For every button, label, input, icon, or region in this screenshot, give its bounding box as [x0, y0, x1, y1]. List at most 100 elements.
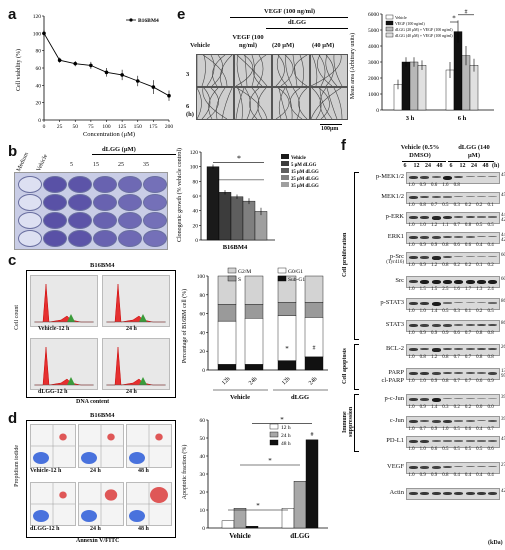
chart-a-xtick-label: 100: [102, 124, 111, 130]
wb-band-value: 0.6: [430, 183, 438, 188]
chart-b-legend-swatch: [281, 175, 289, 180]
hist-peak: [107, 283, 165, 323]
wb-band: [431, 420, 441, 423]
wb-time-label: 24: [471, 163, 477, 169]
wb-band: [454, 256, 464, 257]
wb-band: [431, 216, 441, 220]
wb-band: [465, 302, 475, 303]
chart-e-legend-swatch: [385, 20, 394, 26]
tube-network: [236, 55, 243, 86]
wb-blot-strip: [406, 488, 500, 500]
wb-band-value: 1.0: [408, 287, 415, 292]
chart-d-bar: [233, 507, 247, 529]
chart-d-xtick-label: Vehicle: [229, 532, 251, 540]
chart-e-bar: [469, 65, 479, 111]
wb-band: [409, 216, 418, 219]
wb-band-value: 2.4: [487, 287, 494, 292]
wb-band: [420, 196, 430, 199]
tube-network: [285, 88, 293, 119]
wb-band: [488, 302, 498, 304]
chart-c-group-label-2: dLGG: [291, 394, 309, 401]
tube-network: [280, 55, 294, 86]
wb-band-value: 1.0: [408, 183, 415, 188]
wb-group-bracket: [354, 344, 359, 390]
wb-band: [409, 398, 418, 401]
wb-band-value: 0.8: [419, 355, 426, 360]
wb-band-value: 1.0: [408, 263, 415, 268]
chart-c-xtick-label: 12h: [281, 376, 292, 387]
wb-blot-strip: [406, 252, 500, 264]
wb-band: [420, 420, 430, 423]
wb-band-value: 0.7: [453, 223, 460, 228]
annexin-cluster-late: [59, 433, 67, 441]
wb-kda-label: 44 42: [501, 233, 505, 243]
plate-well: [118, 230, 142, 247]
tube-network: [318, 55, 326, 86]
chart-b-ylabel: Clonogenic growth (% vehicle control): [176, 148, 183, 242]
wb-band-value: 0.5: [453, 447, 460, 452]
wb-group-bracket: [354, 394, 359, 452]
chart-d-ytick-label: 30: [200, 472, 206, 478]
annexin-label-6: 48 h: [138, 526, 149, 532]
tube-network: [249, 88, 260, 119]
wb-group-label: Immune suppression: [342, 406, 354, 438]
chart-d-bar: [293, 480, 307, 529]
wb-band-value: 0.0: [487, 405, 494, 410]
chart-c-group-label: Vehicle: [230, 394, 250, 401]
chart-c-bar-segment: [277, 315, 297, 361]
wb-band-value: 0.7: [430, 203, 438, 208]
hist-peak: [35, 346, 93, 386]
wb-band-value: 0.9: [487, 379, 494, 384]
wb-band: [488, 420, 498, 423]
wb-band-value: 0.9: [419, 263, 426, 268]
wb-row-label-2: cl-PARP: [381, 377, 404, 384]
panel-c-title: B16BM4: [90, 262, 115, 269]
chart-a-line: [43, 33, 170, 97]
panel-d-ylabel: Propidium iodide: [14, 445, 20, 487]
plate-well: [68, 194, 92, 211]
tube-network: [206, 55, 215, 86]
wb-band: [420, 398, 430, 401]
wb-band: [420, 256, 430, 259]
chart-d-ytick-label: 40: [200, 454, 206, 460]
wb-band-value: 1.0: [419, 447, 426, 452]
wb-band: [442, 440, 452, 442]
chart-e-xtick-label: 3 h: [406, 115, 415, 122]
wb-kda-label: 39: [501, 395, 505, 400]
plate-well: [143, 230, 167, 247]
chart-c-ytick-label: 100: [197, 274, 206, 280]
chart-d-legend-swatch: [269, 423, 279, 430]
wb-band-value: 0.2: [476, 309, 483, 314]
tube-col-3: (20 μM): [272, 42, 295, 49]
chart-c-bar-segment: [304, 302, 324, 318]
panel-label-c: c: [8, 252, 17, 269]
chart-c-legend-swatch: [277, 275, 287, 282]
wb-band: [442, 324, 452, 327]
chart-a-legend-label: B16BM4: [138, 18, 159, 24]
wb-drug-header: dLGG (140 μM): [458, 144, 490, 159]
chart-e-bar: [409, 61, 419, 111]
wb-band: [488, 196, 498, 197]
chart-a-ytick-label: 40: [36, 83, 42, 89]
wb-band: [409, 372, 418, 375]
wb-blot-strip: [406, 436, 500, 448]
tube-network: [244, 55, 248, 86]
wb-row-label: Actin: [389, 489, 404, 496]
chart-e-sig-2: #: [465, 10, 468, 16]
wb-band: [409, 280, 418, 283]
wb-band-value: 0.5: [453, 427, 460, 432]
tube-network: [236, 55, 268, 86]
wb-band: [465, 196, 475, 197]
wb-band-value: 0.8: [464, 223, 472, 228]
tube-network: [292, 55, 298, 86]
chart-b-legend-label: 5 μM dLGG: [291, 163, 317, 168]
wb-band: [431, 280, 441, 284]
chart-e-ytick-label: 2000: [368, 76, 379, 82]
wb-band: [476, 302, 486, 303]
wb-band-value: 1.0: [408, 243, 415, 248]
wb-band: [442, 492, 452, 495]
plate-col-25: 25: [118, 162, 124, 168]
wb-band: [465, 280, 475, 284]
wb-band-value: 1.4: [430, 405, 438, 410]
plate-well: [143, 176, 167, 193]
